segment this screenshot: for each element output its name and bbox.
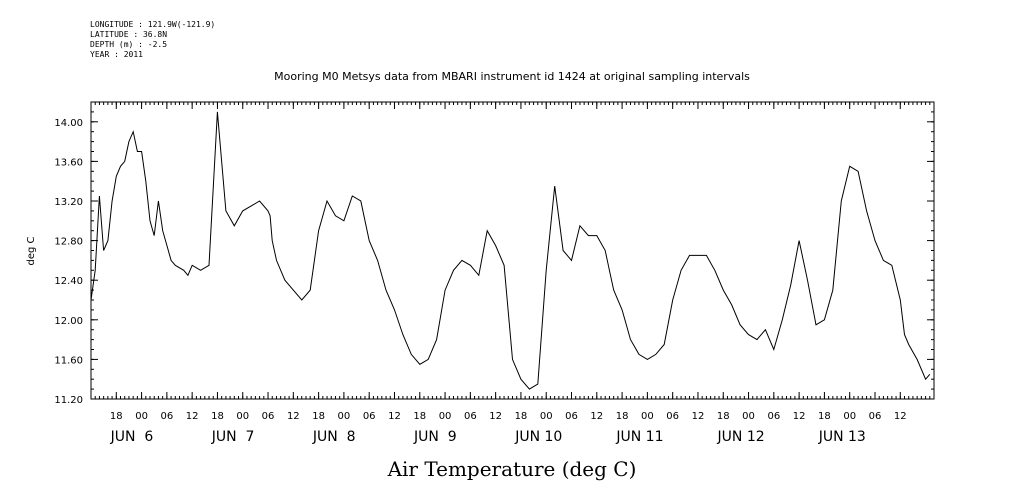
x-day-label: JUN 8 xyxy=(312,429,356,445)
x-day-label: JUN 12 xyxy=(717,429,765,445)
x-day-label: JUN 6 xyxy=(110,429,154,445)
x-tick-label: 12 xyxy=(894,411,907,422)
x-day-label: JUN 10 xyxy=(514,429,562,445)
y-tick-label: 12.40 xyxy=(54,276,83,287)
x-tick-label: 18 xyxy=(818,411,831,422)
x-tick-label: 18 xyxy=(413,411,426,422)
y-tick-label: 12.80 xyxy=(54,237,83,248)
mooring-metadata: LONGITUDE : 121.9W(-121.9) LATITUDE : 36… xyxy=(90,20,215,60)
x-day-label: JUN 11 xyxy=(615,429,663,445)
y-tick-label: 13.60 xyxy=(54,157,83,168)
x-axis-label: Air Temperature (deg C) xyxy=(387,457,637,481)
x-tick-label: 00 xyxy=(439,411,452,422)
x-tick-label: 06 xyxy=(464,411,477,422)
x-tick-label: 12 xyxy=(692,411,705,422)
x-axis: 18 00 06 12 18 00 06 12 18 00 06 12 18 00 06 12 18 00 06 12… xyxy=(90,102,935,445)
x-tick-label: 18 xyxy=(616,411,629,422)
y-axis-label: deg C xyxy=(26,236,37,265)
y-axis: 11.20 11.60 12.00 12.40 12.80 13.20 13.60 14.00 xyxy=(54,101,934,406)
x-tick-label: 00 xyxy=(843,411,856,422)
x-tick-label: 06 xyxy=(565,411,578,422)
x-day-label: JUN 9 xyxy=(413,429,457,445)
x-tick-label: 00 xyxy=(236,411,249,422)
x-tick-label: 18 xyxy=(110,411,123,422)
x-tick-label: 12 xyxy=(388,411,401,422)
x-tick-label: 18 xyxy=(312,411,325,422)
y-tick-label: 13.20 xyxy=(54,197,83,208)
x-tick-label: 12 xyxy=(287,411,300,422)
y-tick-label: 12.00 xyxy=(54,316,83,327)
x-tick-label: 06 xyxy=(666,411,679,422)
x-tick-label: 12 xyxy=(186,411,199,422)
x-tick-label: 00 xyxy=(742,411,755,422)
y-tick-label: 14.00 xyxy=(54,118,83,129)
x-tick-label: 18 xyxy=(717,411,730,422)
y-tick-label: 11.20 xyxy=(54,395,83,406)
x-tick-label: 06 xyxy=(363,411,376,422)
x-tick-label: 00 xyxy=(540,411,553,422)
x-tick-label: 18 xyxy=(515,411,528,422)
depth-label: DEPTH (m) : -2.5 xyxy=(90,40,168,49)
year-label: YEAR : 2011 xyxy=(90,50,143,59)
latitude-label: LATITUDE : 36.8N xyxy=(90,30,168,39)
x-day-label: JUN 7 xyxy=(211,429,255,445)
series-line-air-temperature xyxy=(90,111,931,390)
x-tick-label: 12 xyxy=(489,411,502,422)
x-tick-label: 00 xyxy=(641,411,654,422)
chart-title: Mooring M0 Metsys data from MBARI instru… xyxy=(274,70,750,83)
x-day-label: JUN 13 xyxy=(818,429,866,445)
x-tick-label: 06 xyxy=(767,411,780,422)
longitude-label: LONGITUDE : 121.9W(-121.9) xyxy=(90,20,216,29)
x-tick-label: 00 xyxy=(135,411,148,422)
x-tick-label: 06 xyxy=(262,411,275,422)
x-tick-label: 12 xyxy=(590,411,603,422)
y-tick-label: 11.60 xyxy=(54,355,83,366)
x-tick-label: 06 xyxy=(161,411,174,422)
x-tick-label: 12 xyxy=(793,411,806,422)
x-tick-label: 06 xyxy=(869,411,882,422)
series-group xyxy=(90,111,931,390)
x-tick-label: 00 xyxy=(338,411,351,422)
x-tick-label: 18 xyxy=(211,411,224,422)
